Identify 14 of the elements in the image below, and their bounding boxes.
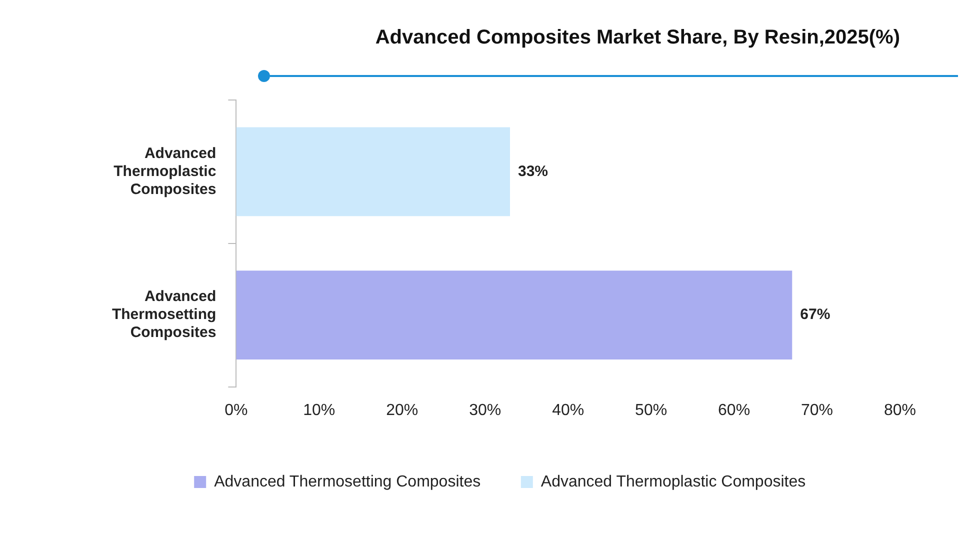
legend-label: Advanced Thermoplastic Composites [540, 473, 806, 490]
x-tick-label: 0% [224, 402, 248, 419]
x-tick-label: 60% [718, 402, 750, 419]
data-label: 67% [800, 306, 830, 324]
x-tick-label: 40% [552, 402, 584, 419]
x-tick-label: 30% [469, 402, 502, 419]
x-tick-label: 10% [303, 402, 336, 419]
x-tick-label: 50% [635, 402, 668, 419]
x-tick-label: 80% [884, 402, 916, 419]
x-tick-label: 70% [801, 402, 834, 419]
chart-title: Advanced Composites Market Share, By Resin,2025(%) [375, 26, 900, 49]
x-tick-label: 20% [386, 402, 418, 419]
legend-label: Advanced Thermosetting Composites [214, 473, 481, 490]
data-label: 33% [518, 162, 548, 180]
